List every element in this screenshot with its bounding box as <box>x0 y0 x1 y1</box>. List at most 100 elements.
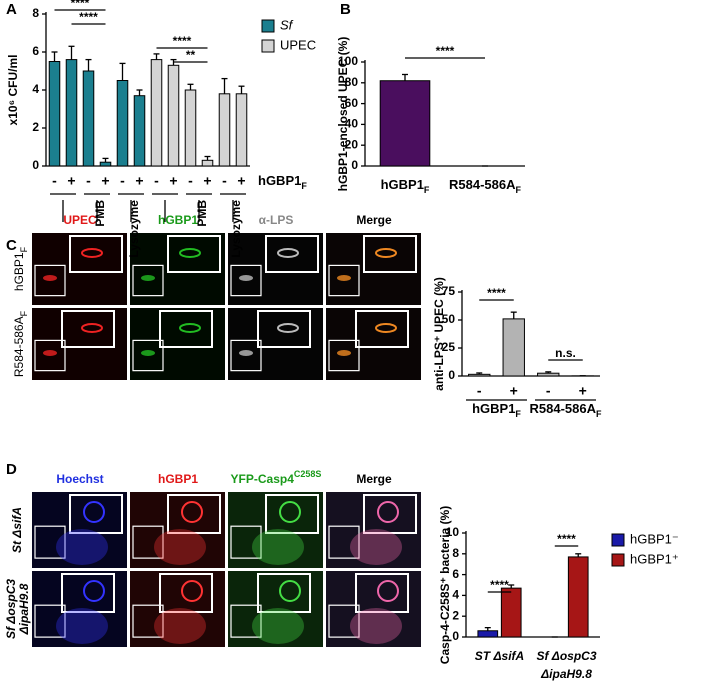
cell <box>56 608 108 644</box>
group-label: PMB <box>195 200 209 227</box>
group-label-main: hGBP1 <box>472 401 515 416</box>
significance-label: **** <box>487 286 506 300</box>
significance-label: **** <box>490 578 509 592</box>
x-label-main: hGBP1 <box>258 173 301 188</box>
column-label-sup: C258S <box>294 469 322 479</box>
bacterium <box>141 275 155 281</box>
group-label: R584-586AF <box>530 401 603 419</box>
x-tick-label: - <box>154 173 159 189</box>
y-tick-label: 6 <box>452 567 459 581</box>
group-label: Lysozyme <box>127 200 141 258</box>
x-tick-label: hGBP1F <box>381 177 430 195</box>
x-tick-label-sub: F <box>516 185 522 195</box>
x-tick-label: - <box>222 173 227 189</box>
x-tick-label-main: R584-586A <box>449 177 516 192</box>
x-tick-label: + <box>237 173 245 189</box>
x-tick-label: - <box>120 173 125 189</box>
bacterium <box>43 275 57 281</box>
legend-label: UPEC <box>280 37 316 52</box>
y-tick-label: 2 <box>32 120 39 134</box>
y-tick-label: 2 <box>452 608 459 622</box>
bar <box>49 62 60 167</box>
x-tick-label: - <box>477 383 482 399</box>
x-tick-label: - <box>52 173 57 189</box>
x-tick-label-sub: F <box>424 185 430 195</box>
x-tick-label: - <box>546 383 551 399</box>
group-label-sub: F <box>596 409 602 419</box>
legend-swatch <box>612 534 624 546</box>
bar <box>151 60 162 166</box>
bar <box>219 94 230 166</box>
bacterium <box>239 275 253 281</box>
x-tick-label: + <box>579 383 587 399</box>
bacterium <box>337 275 351 281</box>
legend-label: hGBP1⁻ <box>630 531 679 546</box>
column-label: hGBP1 <box>158 213 198 227</box>
x-tick-label: Sf ΔospC3 <box>536 649 596 663</box>
row-label-sub: F <box>19 310 29 316</box>
row-label-main: R584-586A <box>12 316 26 377</box>
y-tick-label: 8 <box>32 6 39 20</box>
panel-letter: A <box>6 1 17 18</box>
bar <box>100 162 111 166</box>
column-label: α-LPS <box>259 213 294 227</box>
x-tick-label: + <box>169 173 177 189</box>
y-axis-label: hGBP1-enclosed UPEC (%) <box>336 37 350 192</box>
bacterium <box>337 350 351 356</box>
x-tick-label-main: hGBP1 <box>381 177 424 192</box>
x-tick-label: R584-586AF <box>449 177 522 195</box>
bar <box>168 65 179 166</box>
group-label: PMB <box>93 200 107 227</box>
row-label: Sf ΔospC3 <box>4 579 18 639</box>
row-label: St ΔsifA <box>10 507 24 553</box>
cell <box>350 529 402 565</box>
bacterium <box>141 350 155 356</box>
bar <box>478 631 498 637</box>
x-tick-label: + <box>510 383 518 399</box>
row-label: ΔipaH9.8 <box>17 583 31 635</box>
significance-label: n.s. <box>555 346 576 360</box>
y-tick-label: 0 <box>448 368 455 382</box>
significance-label: **** <box>436 44 455 58</box>
legend-label: Sf <box>280 17 294 32</box>
column-label: Hoechst <box>56 472 103 486</box>
group-label: Lysozyme <box>229 200 243 258</box>
significance-label: **** <box>557 532 576 546</box>
legend-swatch <box>262 20 274 32</box>
cell <box>252 608 304 644</box>
y-tick-label: 0 <box>32 158 39 172</box>
x-tick-label: ΔipaH9.8 <box>540 667 592 681</box>
bar <box>501 588 521 637</box>
y-tick-label: 0 <box>452 629 459 643</box>
y-tick-label: 8 <box>452 546 459 560</box>
bacterium <box>43 350 57 356</box>
micrograph <box>130 308 225 380</box>
column-label: Merge <box>356 472 392 486</box>
x-label-sub: F <box>301 181 307 191</box>
micrograph <box>32 308 127 380</box>
bacterium <box>239 350 253 356</box>
micrograph <box>130 233 225 305</box>
x-tick-label: + <box>67 173 75 189</box>
bar <box>185 90 196 166</box>
y-axis-label: x10⁶ CFU/ml <box>6 55 20 126</box>
column-label: UPEC <box>63 213 97 227</box>
bar <box>503 319 524 376</box>
panel-letter: B <box>340 1 351 18</box>
group-label: hGBP1F <box>472 401 521 419</box>
cell <box>252 529 304 565</box>
bar <box>134 96 145 166</box>
row-label-sub: F <box>19 246 29 252</box>
bar <box>83 71 94 166</box>
row-label: hGBP1F <box>12 246 29 291</box>
y-tick-label: 4 <box>452 588 459 602</box>
y-axis-label: anti-LPS⁺ UPEC (%) <box>432 277 446 391</box>
micrograph <box>326 233 421 305</box>
column-label: Merge <box>356 213 392 227</box>
bar <box>66 60 77 166</box>
bar <box>380 81 430 166</box>
column-label-main: YFP-Casp4 <box>231 472 295 486</box>
x-tick-label: + <box>101 173 109 189</box>
legend-swatch <box>612 554 624 566</box>
